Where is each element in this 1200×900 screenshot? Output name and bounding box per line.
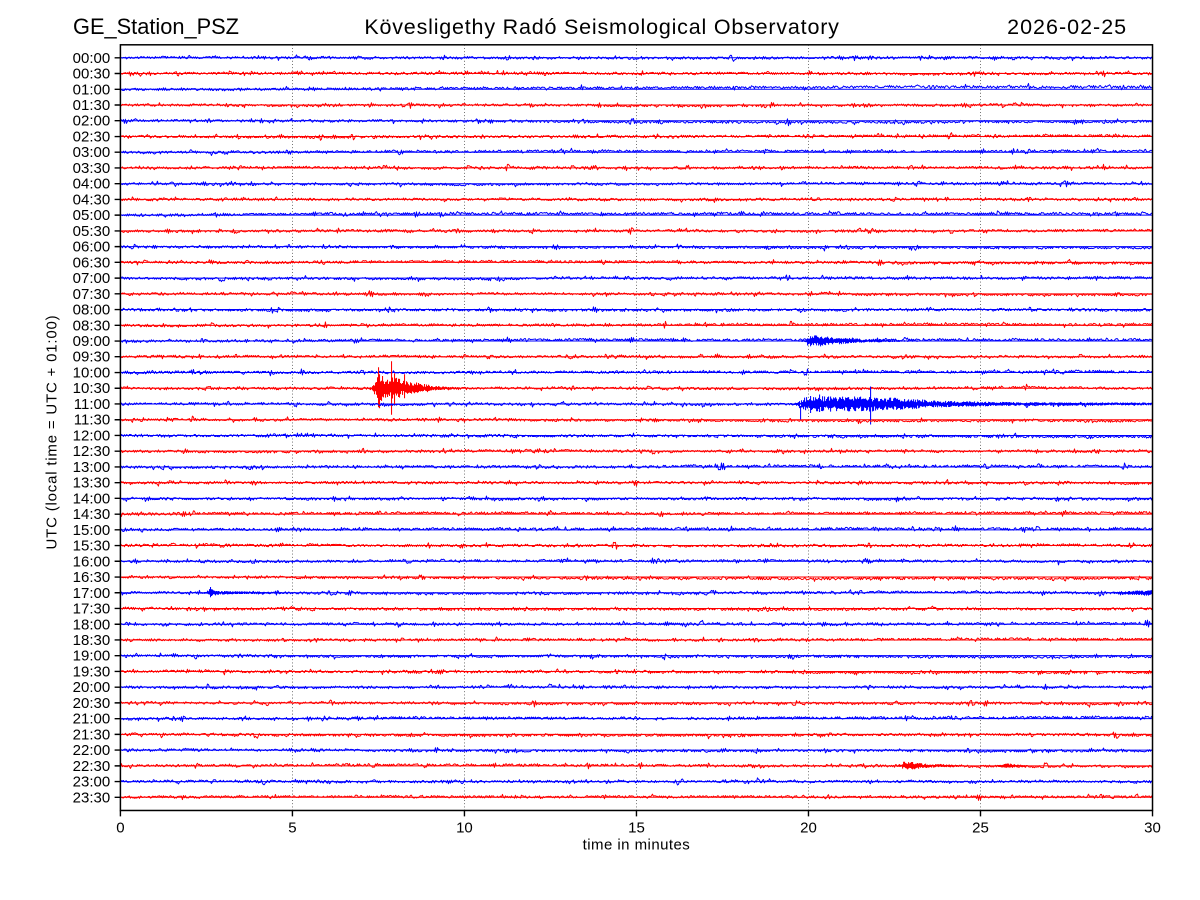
svg-text:17:30: 17:30 xyxy=(73,600,111,617)
svg-text:04:00: 04:00 xyxy=(73,176,111,193)
svg-text:23:00: 23:00 xyxy=(73,774,111,791)
svg-text:03:00: 03:00 xyxy=(73,144,111,161)
svg-text:22:00: 22:00 xyxy=(73,742,111,759)
svg-text:08:00: 08:00 xyxy=(73,302,111,319)
svg-text:09:30: 09:30 xyxy=(73,349,111,366)
svg-text:04:30: 04:30 xyxy=(73,191,111,208)
svg-text:07:00: 07:00 xyxy=(73,270,111,287)
svg-text:09:00: 09:00 xyxy=(73,333,111,350)
svg-text:21:30: 21:30 xyxy=(73,726,111,743)
svg-text:01:00: 01:00 xyxy=(73,81,111,98)
svg-text:13:30: 13:30 xyxy=(73,475,111,492)
svg-text:23:30: 23:30 xyxy=(73,789,111,806)
svg-text:05:00: 05:00 xyxy=(73,207,111,224)
svg-text:17:00: 17:00 xyxy=(73,585,111,602)
svg-text:11:00: 11:00 xyxy=(74,396,110,413)
svg-text:06:00: 06:00 xyxy=(73,239,111,256)
svg-text:2026-02-25: 2026-02-25 xyxy=(1007,15,1127,39)
svg-text:16:30: 16:30 xyxy=(73,569,111,586)
svg-text:08:30: 08:30 xyxy=(73,317,111,334)
svg-text:12:30: 12:30 xyxy=(73,443,111,460)
svg-text:30: 30 xyxy=(1144,820,1161,837)
svg-text:14:00: 14:00 xyxy=(73,490,111,507)
svg-text:06:30: 06:30 xyxy=(73,254,111,271)
svg-text:16:00: 16:00 xyxy=(73,553,111,570)
svg-text:15: 15 xyxy=(628,820,645,837)
svg-text:03:30: 03:30 xyxy=(73,160,111,177)
svg-text:10:30: 10:30 xyxy=(73,380,111,397)
svg-text:21:00: 21:00 xyxy=(73,711,111,728)
svg-text:10:00: 10:00 xyxy=(73,365,111,382)
svg-text:18:00: 18:00 xyxy=(73,616,111,633)
svg-text:5: 5 xyxy=(288,820,296,837)
svg-text:20:00: 20:00 xyxy=(73,679,111,696)
svg-text:01:30: 01:30 xyxy=(73,97,111,114)
svg-text:07:30: 07:30 xyxy=(73,286,111,303)
svg-text:02:00: 02:00 xyxy=(73,113,111,130)
svg-text:UTC (local time = UTC + 01:00): UTC (local time = UTC + 01:00) xyxy=(44,315,61,550)
svg-text:05:30: 05:30 xyxy=(73,223,111,240)
svg-text:25: 25 xyxy=(972,820,989,837)
svg-text:19:30: 19:30 xyxy=(73,663,111,680)
svg-text:14:30: 14:30 xyxy=(73,506,111,523)
svg-text:02:30: 02:30 xyxy=(73,129,111,146)
svg-text:13:00: 13:00 xyxy=(73,459,111,476)
svg-text:11:30: 11:30 xyxy=(74,412,110,429)
svg-text:12:00: 12:00 xyxy=(73,427,111,444)
svg-text:22:30: 22:30 xyxy=(73,758,111,775)
svg-text:19:00: 19:00 xyxy=(73,648,111,665)
svg-text:15:30: 15:30 xyxy=(73,538,111,555)
svg-text:18:30: 18:30 xyxy=(73,632,111,649)
svg-text:GE_Station_PSZ: GE_Station_PSZ xyxy=(73,14,239,39)
svg-text:10: 10 xyxy=(456,820,473,837)
svg-text:15:00: 15:00 xyxy=(73,522,111,539)
svg-text:20: 20 xyxy=(800,820,817,837)
svg-text:00:00: 00:00 xyxy=(73,50,111,67)
svg-text:00:30: 00:30 xyxy=(73,66,111,83)
svg-text:Kövesligethy Radó Seismologica: Kövesligethy Radó Seismological Observat… xyxy=(364,15,839,39)
svg-text:0: 0 xyxy=(116,820,124,837)
svg-text:20:30: 20:30 xyxy=(73,695,111,712)
svg-text:time in minutes: time in minutes xyxy=(583,837,691,854)
